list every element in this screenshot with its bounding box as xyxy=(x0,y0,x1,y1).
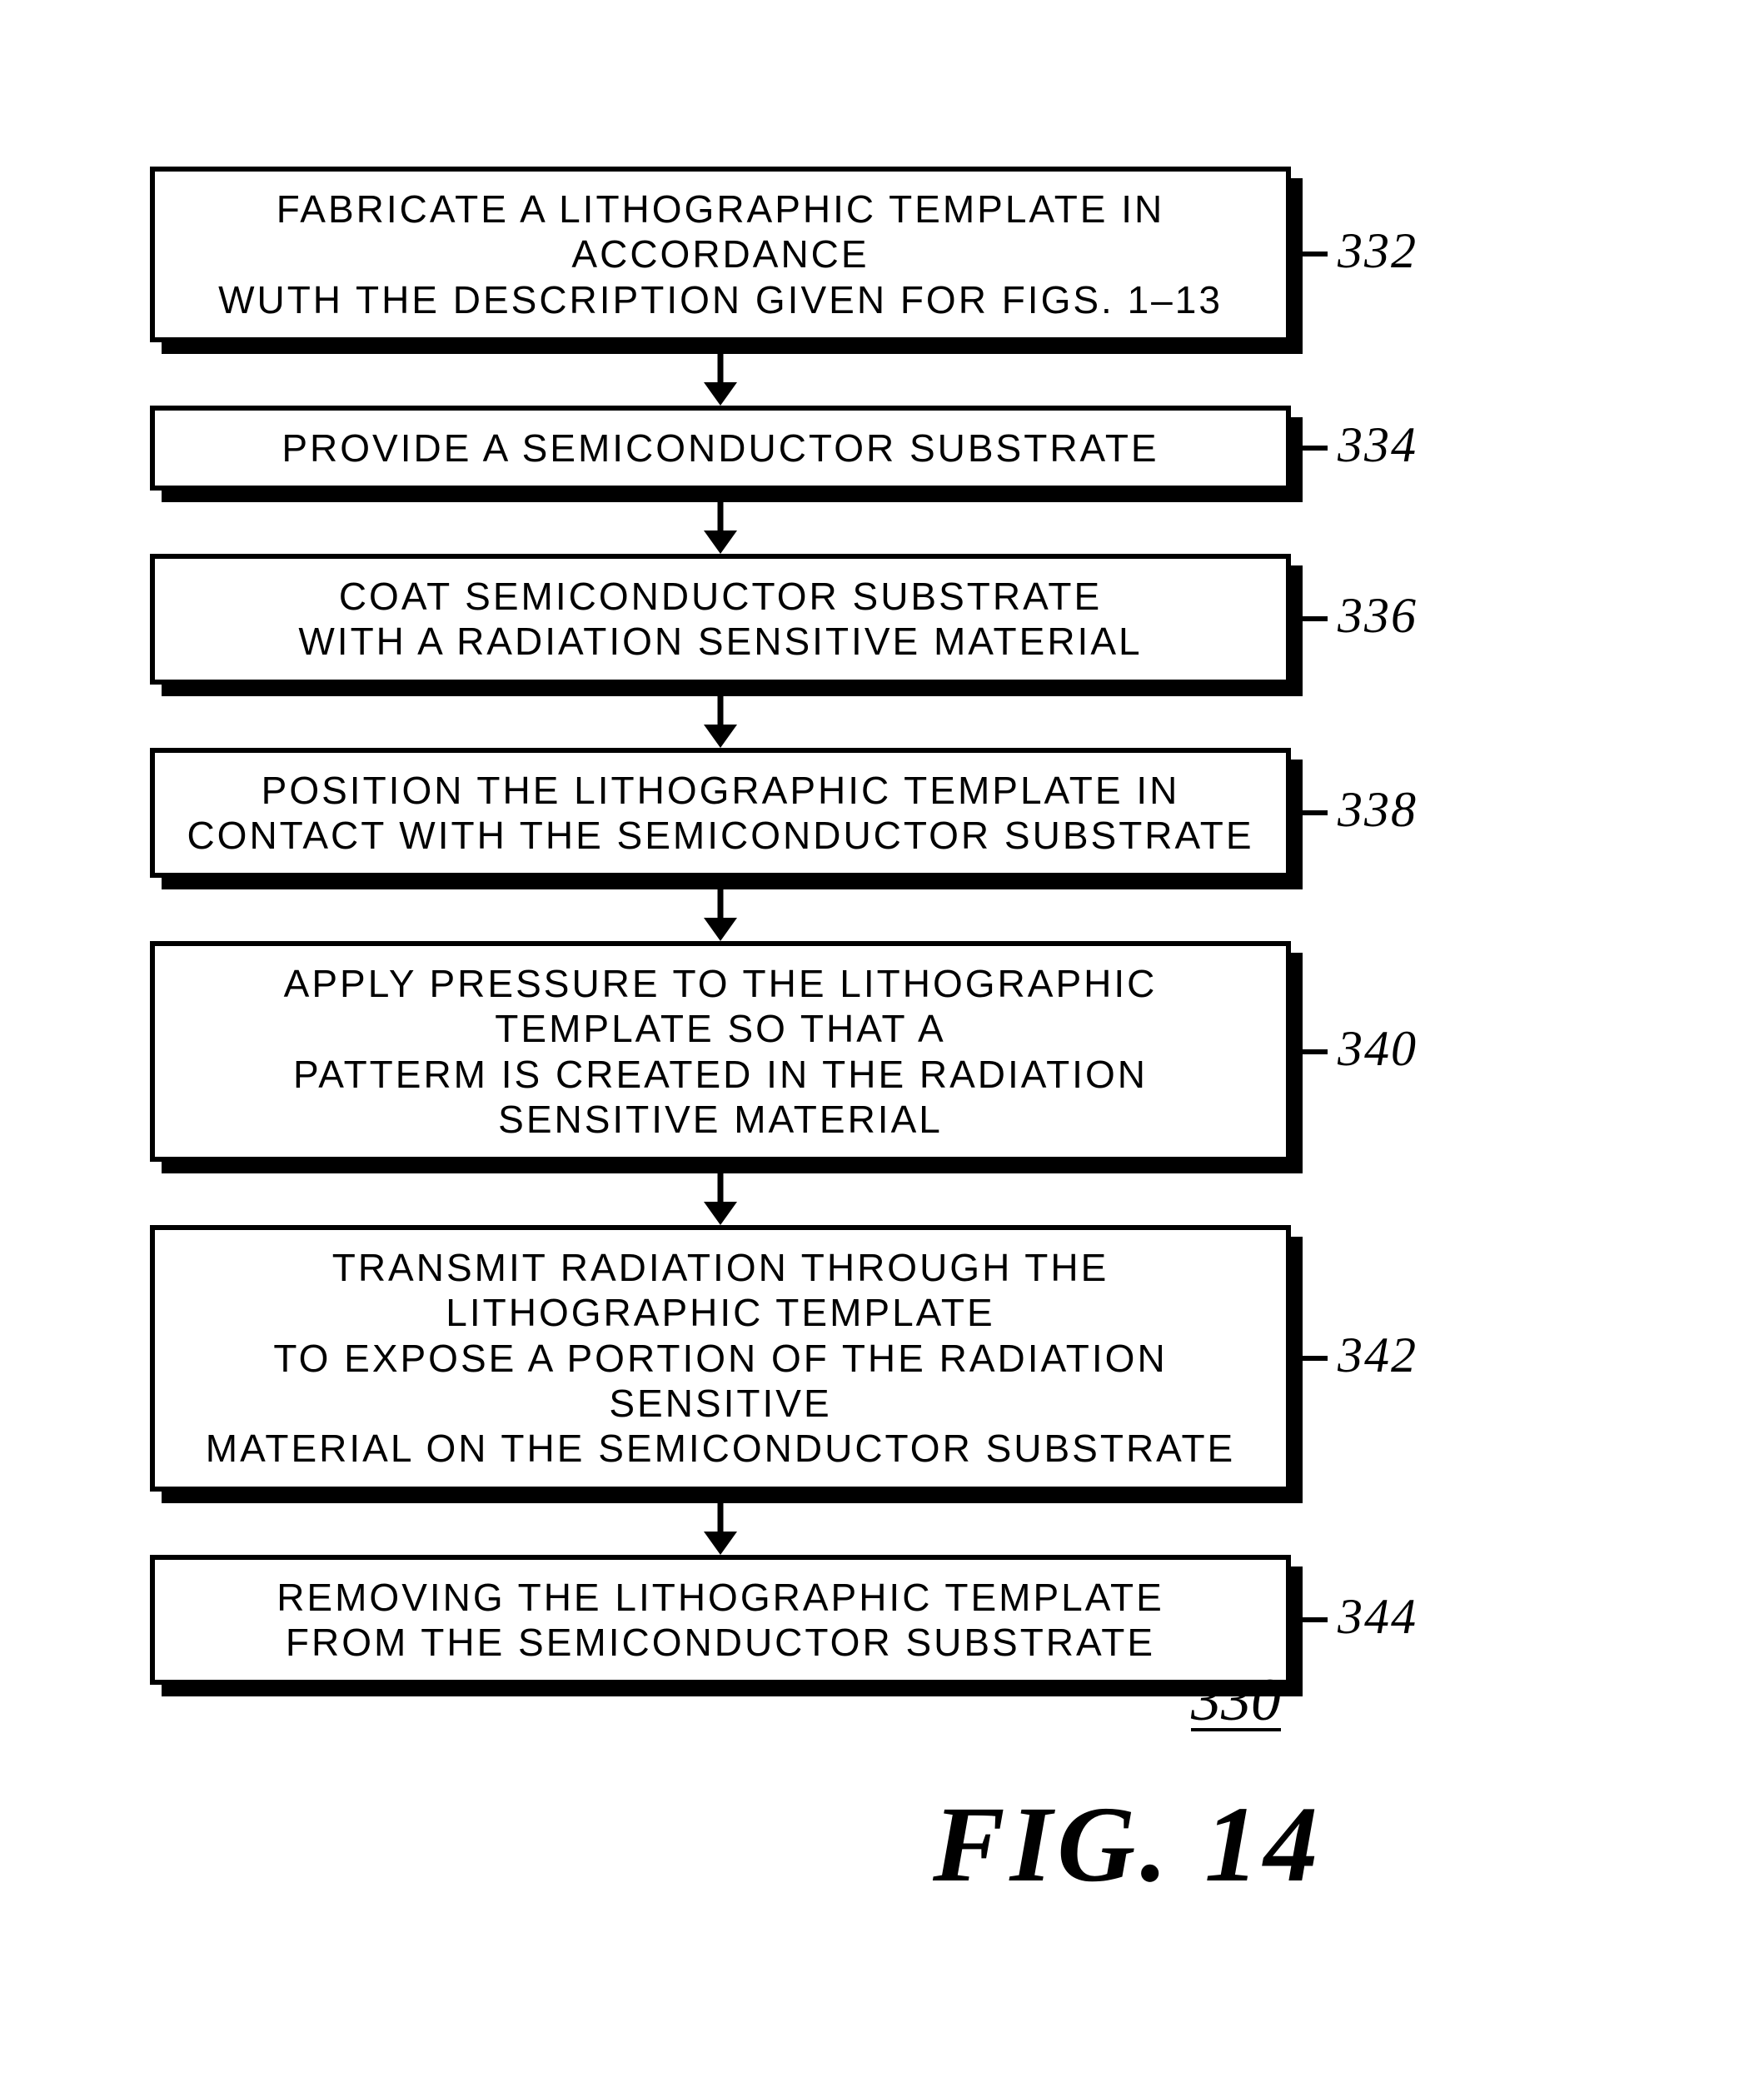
figure-caption: FIG. 14 xyxy=(933,1782,1323,1907)
connector-arrowhead-icon xyxy=(704,1202,737,1225)
connector-arrowhead-icon xyxy=(704,918,737,941)
connector-line xyxy=(718,696,724,725)
flowchart-step: COAT SEMICONDUCTOR SUBSTRATEWITH A RADIA… xyxy=(150,554,1458,685)
flowchart-box-wrap: APPLY PRESSURE TO THE LITHOGRAPHIC TEMPL… xyxy=(150,941,1291,1162)
flowchart-box: COAT SEMICONDUCTOR SUBSTRATEWITH A RADIA… xyxy=(150,554,1291,685)
flowchart-box-wrap: FABRICATE A LITHOGRAPHIC TEMPLATE IN ACC… xyxy=(150,167,1291,342)
flowchart-box: PROVIDE A SEMICONDUCTOR SUBSTRATE xyxy=(150,406,1291,491)
flowchart-box-wrap: POSITION THE LITHOGRAPHIC TEMPLATE INCON… xyxy=(150,748,1291,879)
flowchart-box: FABRICATE A LITHOGRAPHIC TEMPLATE IN ACC… xyxy=(150,167,1291,342)
flowchart-step-ref: 332 xyxy=(1338,222,1418,280)
flowchart-connector xyxy=(150,491,1291,554)
flowchart-connector xyxy=(150,342,1291,406)
flowchart-step: TRANSMIT RADIATION THROUGH THE LITHOGRAP… xyxy=(150,1225,1458,1491)
flowchart-step-ref: 336 xyxy=(1338,587,1418,645)
flowchart-connector xyxy=(150,685,1291,748)
label-tick xyxy=(1303,1356,1328,1361)
flowchart-step-ref: 338 xyxy=(1338,781,1418,839)
flowchart-step-ref: 340 xyxy=(1338,1020,1418,1078)
flowchart-box-wrap: PROVIDE A SEMICONDUCTOR SUBSTRATE xyxy=(150,406,1291,491)
connector-line xyxy=(718,889,724,918)
flowchart-box: REMOVING THE LITHOGRAPHIC TEMPLATEFROM T… xyxy=(150,1555,1291,1686)
figure-overall-ref: 330 xyxy=(1191,1666,1281,1735)
connector-arrowhead-icon xyxy=(704,530,737,554)
flowchart-box: POSITION THE LITHOGRAPHIC TEMPLATE INCON… xyxy=(150,748,1291,879)
flowchart-connector xyxy=(150,1162,1291,1225)
connector-arrowhead-icon xyxy=(704,1532,737,1555)
flowchart-connector xyxy=(150,1492,1291,1555)
connector-line xyxy=(718,1503,724,1532)
flowchart: FABRICATE A LITHOGRAPHIC TEMPLATE IN ACC… xyxy=(150,167,1458,1685)
flowchart-step: FABRICATE A LITHOGRAPHIC TEMPLATE IN ACC… xyxy=(150,167,1458,342)
flowchart-box-wrap: REMOVING THE LITHOGRAPHIC TEMPLATEFROM T… xyxy=(150,1555,1291,1686)
flowchart-box-wrap: COAT SEMICONDUCTOR SUBSTRATEWITH A RADIA… xyxy=(150,554,1291,685)
connector-arrowhead-icon xyxy=(704,725,737,748)
connector-line xyxy=(718,1173,724,1202)
label-tick xyxy=(1303,446,1328,451)
flowchart-step: PROVIDE A SEMICONDUCTOR SUBSTRATE 334 xyxy=(150,406,1458,491)
flowchart-step: APPLY PRESSURE TO THE LITHOGRAPHIC TEMPL… xyxy=(150,941,1458,1162)
flowchart-box: TRANSMIT RADIATION THROUGH THE LITHOGRAP… xyxy=(150,1225,1291,1491)
label-tick xyxy=(1303,810,1328,815)
label-tick xyxy=(1303,616,1328,621)
flowchart-step-ref: 344 xyxy=(1338,1588,1418,1646)
flowchart-step-ref: 342 xyxy=(1338,1327,1418,1384)
label-tick xyxy=(1303,1049,1328,1054)
page: FABRICATE A LITHOGRAPHIC TEMPLATE IN ACC… xyxy=(0,0,1764,2092)
flowchart-step-ref: 334 xyxy=(1338,416,1418,474)
flowchart-box: APPLY PRESSURE TO THE LITHOGRAPHIC TEMPL… xyxy=(150,941,1291,1162)
connector-arrowhead-icon xyxy=(704,382,737,406)
connector-line xyxy=(718,502,724,530)
label-tick xyxy=(1303,252,1328,257)
connector-line xyxy=(718,354,724,382)
flowchart-step: POSITION THE LITHOGRAPHIC TEMPLATE INCON… xyxy=(150,748,1458,879)
flowchart-box-wrap: TRANSMIT RADIATION THROUGH THE LITHOGRAP… xyxy=(150,1225,1291,1491)
label-tick xyxy=(1303,1617,1328,1622)
flowchart-connector xyxy=(150,878,1291,941)
